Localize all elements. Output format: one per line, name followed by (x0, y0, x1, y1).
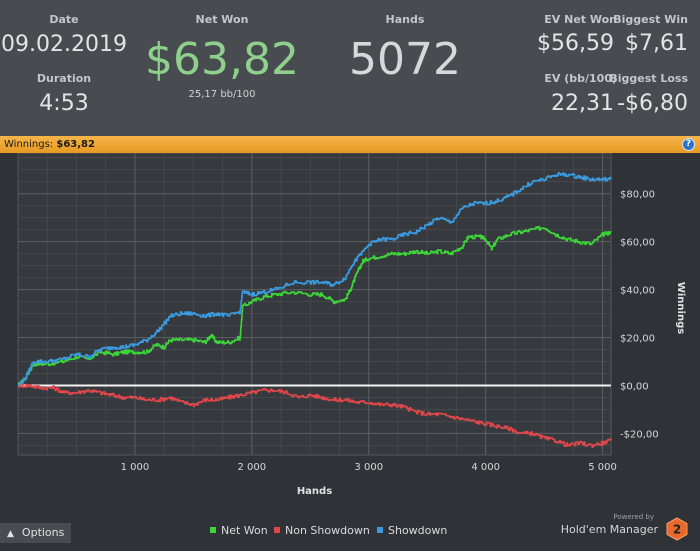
x-axis-title: Hands (297, 486, 332, 497)
biggest-loss-value: -$6,80 (617, 91, 688, 116)
ev-net-won-label: EV Net Won (544, 13, 617, 26)
winnings-chart-panel: 1 000 2 000 3 000 4 000 5 000 -$20,00 $0,00 $20… (0, 152, 700, 551)
ev-bb-value: 22,31 (551, 91, 614, 116)
y-tick-label: $80,00 (620, 190, 655, 201)
legend-item-net-won[interactable]: Net Won (210, 524, 268, 537)
biggest-win-value: $7,61 (625, 31, 688, 56)
y-tick-label: $40,00 (620, 286, 655, 297)
bb-per-100-value: 25,17 bb/100 (188, 89, 256, 100)
question-icon[interactable]: ? (682, 138, 695, 151)
options-label: Options (21, 526, 65, 539)
biggest-win-label: Biggest Win (613, 13, 688, 26)
biggest-loss-label: Biggest Loss (609, 72, 688, 85)
series-line-showdown (17, 172, 612, 387)
net-won-label: Net Won (195, 13, 249, 26)
powered-by-text: Powered by (613, 513, 654, 521)
x-tick-label: 4 000 (471, 462, 500, 473)
brand-badge-number: 2 (673, 523, 681, 537)
winnings-bar: Winnings: $63,82 ? (0, 136, 700, 153)
winnings-bar-value: $63,82 (56, 139, 95, 150)
winnings-chart: 1 000 2 000 3 000 4 000 5 000 -$20,00 $0,00 $20… (17, 152, 686, 497)
hexagon-badge-icon: 2 (666, 517, 688, 541)
x-tick-label: 2 000 (238, 462, 267, 473)
legend-label-non-showdown: Non Showdown (285, 524, 370, 537)
x-tick-label: 3 000 (354, 462, 383, 473)
y-tick-label: $20,00 (620, 334, 655, 345)
plot-area (17, 152, 612, 456)
chevron-up-icon: ▲ (7, 529, 14, 539)
brand-logo: Powered by Hold'em Manager 2 (560, 513, 688, 541)
duration-value: 4:53 (39, 91, 89, 116)
y-tick-label: $0,00 (620, 381, 649, 392)
winnings-bar-label: Winnings: (4, 139, 54, 150)
duration-label: Duration (36, 72, 92, 85)
y-tick-label: $60,00 (620, 238, 655, 249)
options-button[interactable]: ▲ Options (0, 523, 71, 543)
net-won-value: $63,82 (145, 34, 299, 85)
series-line-non-showdown (18, 383, 612, 448)
x-tick-label: 5 000 (588, 462, 617, 473)
hands-value: 5072 (349, 34, 461, 85)
showdown-swatch (377, 527, 383, 533)
ev-net-won-value: $56,59 (537, 31, 614, 56)
y-axis-title: Winnings (675, 282, 686, 334)
hands-label: Hands (385, 13, 425, 26)
non-showdown-swatch (274, 527, 280, 533)
brand-name: Hold'em Manager (560, 523, 658, 536)
net-won-swatch (210, 527, 216, 533)
ev-bb-label: EV (bb/100) (544, 72, 617, 85)
legend-item-non-showdown[interactable]: Non Showdown (274, 524, 370, 537)
y-tick-label: -$20,00 (620, 429, 659, 440)
date-value: 09.02.2019 (1, 32, 127, 57)
x-tick-label: 1 000 (121, 462, 150, 473)
series-line-net-won (17, 226, 612, 387)
legend-label-net-won: Net Won (221, 524, 268, 537)
date-label: Date (49, 13, 79, 26)
legend-label-showdown: Showdown (388, 524, 448, 537)
session-summary: Date 09.02.2019 Duration 4:53 Net Won $6… (0, 0, 700, 136)
legend-item-showdown[interactable]: Showdown (377, 524, 447, 537)
